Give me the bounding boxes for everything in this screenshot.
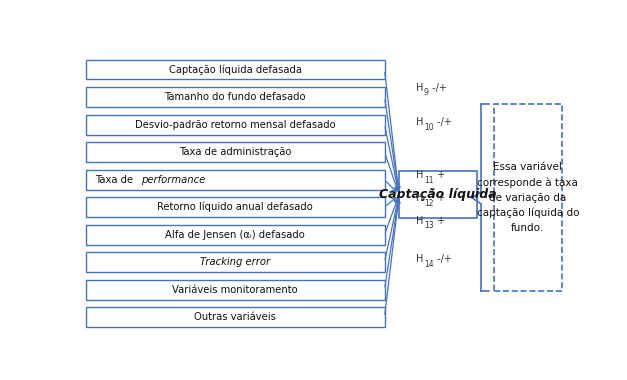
FancyBboxPatch shape (494, 104, 562, 291)
FancyBboxPatch shape (399, 171, 477, 218)
Text: Captação líquida: Captação líquida (379, 188, 497, 201)
Text: Tamanho do fundo defasado: Tamanho do fundo defasado (164, 92, 306, 102)
FancyBboxPatch shape (86, 60, 384, 79)
FancyBboxPatch shape (86, 307, 384, 327)
FancyBboxPatch shape (86, 252, 384, 272)
Text: H: H (416, 254, 423, 264)
Text: +: + (434, 171, 445, 180)
FancyBboxPatch shape (86, 197, 384, 217)
Text: -/+: -/+ (429, 83, 446, 93)
Text: H: H (416, 216, 423, 226)
Text: H: H (416, 193, 423, 203)
FancyBboxPatch shape (86, 87, 384, 107)
FancyBboxPatch shape (86, 115, 384, 135)
Text: 9: 9 (424, 88, 429, 97)
Text: H: H (416, 117, 423, 127)
Text: Retorno líquido anual defasado: Retorno líquido anual defasado (157, 202, 313, 212)
Text: 12: 12 (424, 199, 433, 207)
Text: Variáveis monitoramento: Variáveis monitoramento (172, 285, 298, 294)
Text: +: + (434, 216, 445, 226)
Text: performance: performance (140, 175, 205, 185)
Text: 10: 10 (424, 123, 433, 131)
FancyBboxPatch shape (86, 225, 384, 244)
Text: Tracking error: Tracking error (200, 257, 270, 267)
Text: Captação líquida defasada: Captação líquida defasada (169, 64, 302, 75)
Text: 14: 14 (424, 260, 433, 269)
Text: Desvio-padrão retorno mensal defasado: Desvio-padrão retorno mensal defasado (135, 120, 335, 130)
Text: Taxa de: Taxa de (95, 175, 137, 185)
Text: Outras variáveis: Outras variáveis (194, 312, 276, 322)
Text: Alfa de Jensen (αᵢ) defasado: Alfa de Jensen (αᵢ) defasado (165, 230, 305, 240)
Text: Essa variável
corresponde à taxa
de variação da
captação líquida do
fundo.: Essa variável corresponde à taxa de vari… (477, 162, 579, 233)
Text: H: H (416, 83, 423, 93)
FancyBboxPatch shape (86, 142, 384, 162)
Text: -/+: -/+ (434, 254, 451, 264)
FancyBboxPatch shape (86, 280, 384, 299)
Text: 13: 13 (424, 222, 433, 231)
Text: H: H (416, 171, 423, 180)
Text: Taxa de administração: Taxa de administração (179, 147, 292, 157)
Text: 11: 11 (424, 176, 433, 185)
Text: -/+: -/+ (434, 117, 451, 127)
Text: +: + (434, 193, 445, 203)
FancyBboxPatch shape (86, 170, 384, 190)
